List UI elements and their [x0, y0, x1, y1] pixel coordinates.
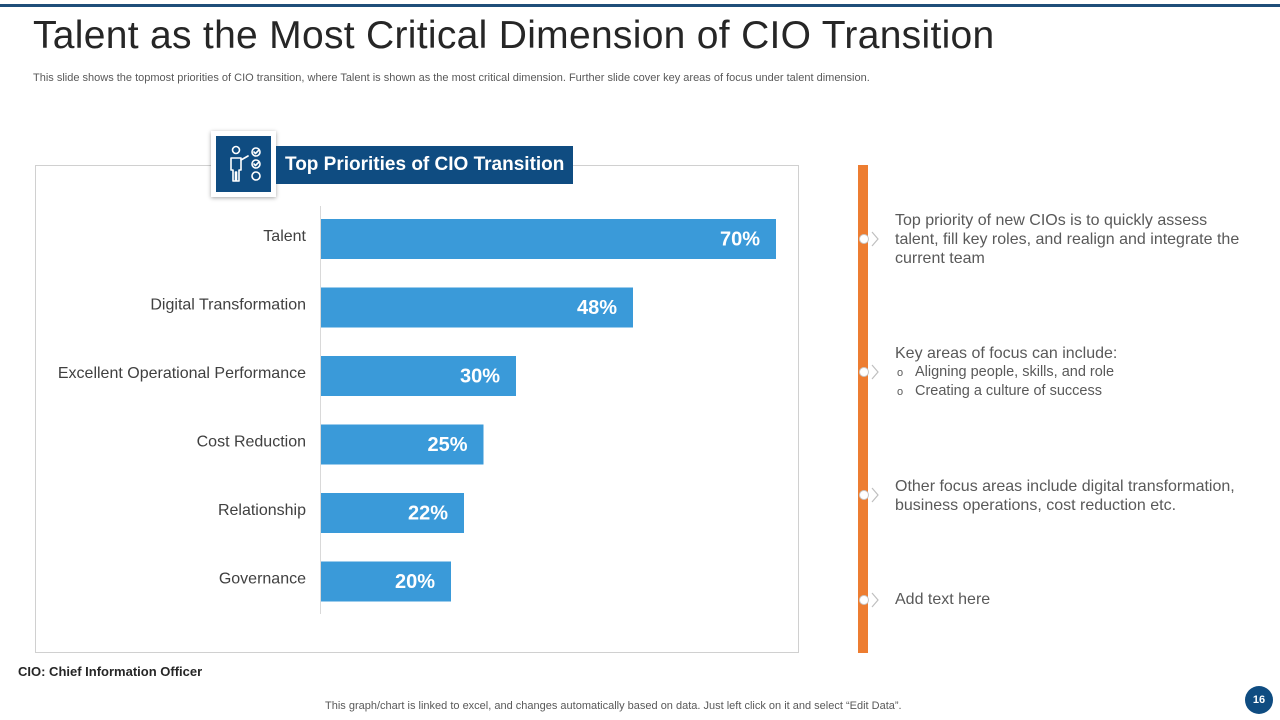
timeline-marker-2 [859, 364, 879, 380]
timeline-bar [858, 165, 868, 653]
footnote-cio: CIO: Chief Information Officer [18, 664, 203, 679]
category-label: Governance [219, 571, 306, 588]
category-label: Excellent Operational Performance [58, 365, 306, 382]
page-subtitle: This slide shows the topmost priorities … [33, 72, 870, 84]
bar-value-label: 30% [460, 365, 500, 387]
category-label: Cost Reduction [197, 434, 306, 451]
edit-data-note: This graph/chart is linked to excel, and… [325, 700, 902, 712]
timeline-marker-3 [859, 487, 879, 503]
bar-value-label: 48% [577, 297, 617, 319]
priorities-bar-chart[interactable]: Talent Digital Transformation Excellent Op… [36, 166, 798, 652]
page-title: Talent as the Most Critical Dimension of… [33, 14, 995, 57]
note-other-focus: Other focus areas include digital transf… [895, 478, 1235, 514]
category-label: Digital Transformation [150, 297, 306, 314]
note-key-areas-list: o Aligning people, skills, and role o Crea… [895, 363, 1240, 401]
page-number-badge: 16 [1245, 686, 1273, 714]
bar-value-label: 70% [720, 228, 760, 250]
bullet-circle-icon: o [897, 367, 904, 379]
list-item: o Creating a culture of success [897, 383, 1102, 399]
bar[interactable] [321, 219, 776, 259]
note-key-areas: Key areas of focus can include: o Alignin… [895, 344, 1240, 401]
note-key-areas-heading: Key areas of focus can include: [895, 345, 1118, 362]
chart-icon-box [211, 131, 276, 197]
bar-value-label: 25% [427, 434, 467, 456]
list-item: o Aligning people, skills, and role [897, 364, 1115, 380]
timeline-marker-4 [859, 592, 879, 608]
bar[interactable] [321, 561, 451, 602]
bar[interactable] [321, 493, 464, 533]
timeline-marker-1 [859, 231, 879, 247]
category-label: Relationship [218, 502, 306, 519]
presenter-checklist-icon [216, 136, 271, 192]
bar[interactable] [321, 356, 516, 396]
top-accent-bar [0, 4, 1280, 7]
note-add-text[interactable]: Add text here [895, 591, 991, 608]
bar-value-label: 22% [408, 502, 448, 524]
bar[interactable] [321, 424, 484, 465]
bar-value-label: 20% [395, 571, 435, 593]
chart-header-title: Top Priorities of CIO Transition [276, 146, 573, 184]
note-talent-priority: Top priority of new CIOs is to quickly a… [895, 212, 1240, 267]
bullet-circle-icon: o [897, 386, 904, 398]
bar[interactable] [321, 287, 633, 328]
category-label: Talent [263, 228, 306, 245]
